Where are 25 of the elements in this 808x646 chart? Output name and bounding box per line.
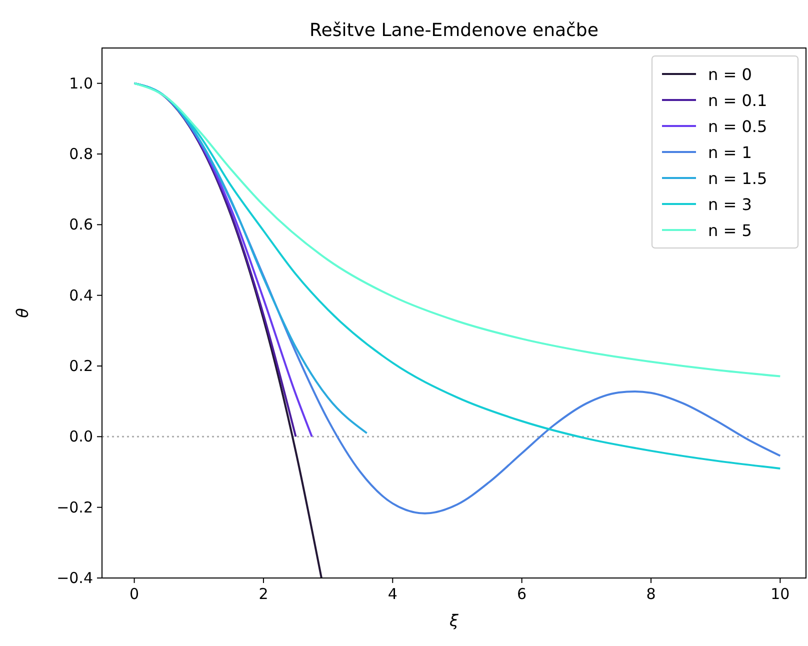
y-tick-label: 0.2	[69, 357, 93, 375]
x-tick-label: 6	[517, 585, 527, 603]
y-tick-label: 1.0	[69, 74, 93, 92]
x-tick-label: 2	[258, 585, 268, 603]
y-tick-label: 0.8	[69, 145, 93, 163]
y-tick-label: −0.2	[56, 498, 93, 516]
x-tick-label: 0	[130, 585, 140, 603]
y-tick-label: 0.0	[69, 428, 93, 446]
chart-title: Rešitve Lane-Emdenove enačbe	[310, 20, 598, 41]
legend-label: n = 1	[708, 143, 752, 162]
legend-label: n = 5	[708, 221, 752, 240]
y-tick-label: −0.4	[56, 569, 93, 587]
x-axis-title: ξ	[448, 611, 460, 630]
y-tick-label: 0.6	[69, 216, 93, 234]
legend-label: n = 3	[708, 195, 752, 214]
line-series	[133, 82, 782, 378]
x-tick-label: 8	[646, 585, 656, 603]
legend-label: n = 0.5	[708, 117, 768, 136]
legend-label: n = 0	[708, 65, 752, 84]
legend-label: n = 1.5	[708, 169, 768, 188]
x-tick-label: 10	[770, 585, 790, 603]
y-tick-label: 0.4	[69, 286, 93, 304]
y-axis-title: θ	[13, 308, 32, 318]
x-tick-label: 4	[388, 585, 398, 603]
legend-label: n = 0.1	[708, 91, 768, 110]
